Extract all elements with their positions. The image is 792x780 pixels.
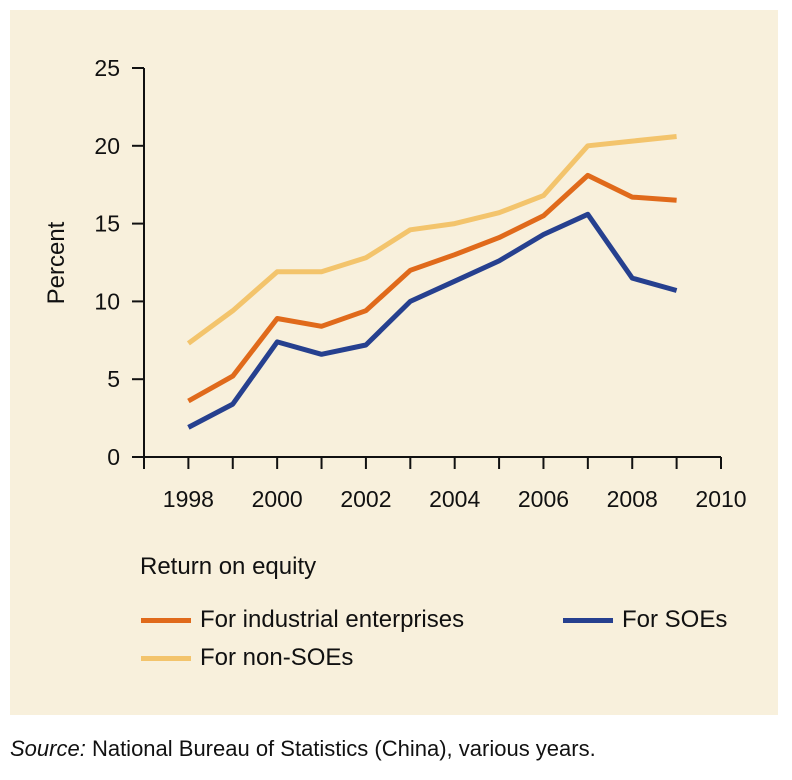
y-tick-label: 20 xyxy=(94,133,120,159)
x-tick-label: 1998 xyxy=(163,486,214,512)
y-tick-label: 15 xyxy=(94,211,120,237)
legend-swatch-soes xyxy=(563,617,613,623)
legend-item-industrial: For industrial enterprises xyxy=(141,606,464,634)
legend-label-non-soes: For non-SOEs xyxy=(200,644,354,671)
source-label: Source: xyxy=(10,736,86,761)
series-line-1 xyxy=(187,211,678,430)
chart-panel xyxy=(10,10,778,715)
legend-item-soes: For SOEs xyxy=(563,606,727,634)
chart-axes: 0 5 10 15 20 25 1998 2000 2002 2004 2006 2008 2010 xyxy=(94,55,746,512)
series-lines xyxy=(186,134,678,430)
series-line-2 xyxy=(186,134,677,346)
y-axis-title: Percent xyxy=(43,221,70,304)
legend-item-non-soes: For non-SOEs xyxy=(141,644,353,672)
line-chart: 0 5 10 15 20 25 1998 2000 2002 2004 2006 2008 2010 P… xyxy=(43,55,747,512)
source-note: Source: National Bureau of Statistics (C… xyxy=(10,736,596,762)
x-tick-label: 2002 xyxy=(340,486,391,512)
y-tick-label: 5 xyxy=(107,366,120,392)
legend-label-industrial: For industrial enterprises xyxy=(200,606,465,633)
source-text: National Bureau of Statistics (China), v… xyxy=(85,736,596,761)
legend-swatch-non-soes xyxy=(141,655,191,661)
x-tick-label: 2010 xyxy=(695,486,746,512)
legend-label-soes: For SOEs xyxy=(622,606,728,633)
x-tick-label: 2008 xyxy=(607,486,658,512)
y-tick-label: 0 xyxy=(107,444,120,470)
series-line-0 xyxy=(187,172,677,404)
x-tick-label: 2000 xyxy=(252,486,303,512)
x-tick-label: 2006 xyxy=(518,486,569,512)
legend-swatch-industrial xyxy=(141,617,191,623)
legend-title: Return on equity xyxy=(140,553,317,580)
x-tick-label: 2004 xyxy=(429,486,480,512)
y-tick-label: 10 xyxy=(94,288,120,314)
y-tick-label: 25 xyxy=(94,55,120,81)
